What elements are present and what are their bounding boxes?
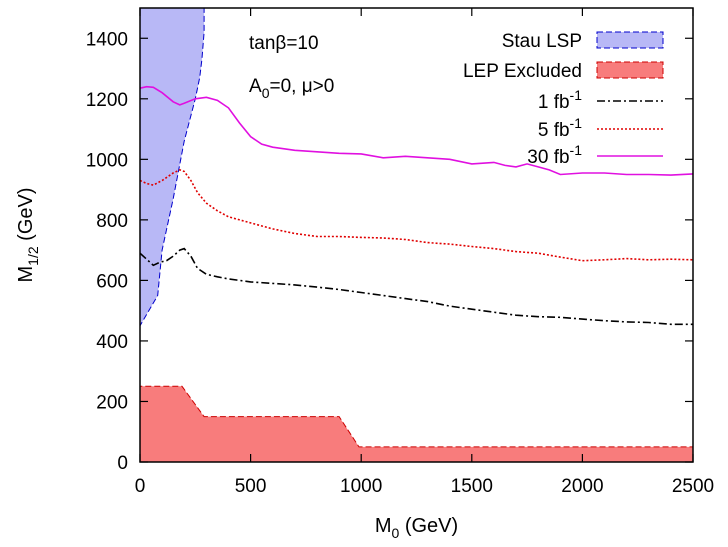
y-tick-label: 1200 (86, 90, 128, 111)
y-tick-label: 600 (96, 271, 128, 292)
annotation-tan-beta: tanβ=10 (249, 33, 319, 54)
legend: Stau LSP LEP Excluded 1 fb-1 5 fb-1 30 f… (463, 31, 664, 168)
x-tick-label: 0 (135, 476, 146, 497)
x-tick-label: 2500 (672, 476, 714, 497)
legend-label-stau-lsp: Stau LSP (502, 31, 582, 52)
lep-excluded-region (139, 385, 694, 463)
y-tick-label: 400 (96, 332, 128, 353)
y-tick-label: 800 (96, 211, 128, 232)
legend-label-1fb: 1 fb-1 (538, 87, 582, 113)
legend-swatch-lep-excluded (596, 61, 664, 79)
series-line-5fb (139, 169, 694, 262)
legend-label-5fb: 5 fb-1 (538, 115, 582, 141)
y-tick-label: 1000 (86, 150, 128, 171)
stau-lsp-region (139, 7, 205, 328)
ticks-layer: 0 500 1000 1500 2000 2500 0 200 400 600 800 1000 120… (86, 8, 714, 497)
y-tick-label: 200 (96, 392, 128, 413)
y-axis-label: M1/2 (GeV) (15, 187, 41, 282)
x-tick-label: 1500 (451, 476, 493, 497)
legend-label-30fb: 30 fb-1 (527, 142, 582, 168)
legend-label-lep-excluded: LEP Excluded (463, 61, 582, 82)
x-tick-label: 1000 (340, 476, 382, 497)
y-tick-label: 1400 (86, 29, 128, 50)
series-line-30fb (139, 85, 694, 176)
x-tick-label: 2000 (561, 476, 603, 497)
series-line-1fb (139, 247, 693, 326)
plot-frame (139, 7, 694, 463)
x-tick-label: 500 (235, 476, 267, 497)
x-axis-label: M0 (GeV) (375, 515, 458, 541)
annotation-a0-mu: A0=0, μ>0 (249, 76, 334, 101)
legend-swatch-stau-lsp (596, 31, 664, 49)
y-tick-label: 0 (117, 453, 128, 474)
series-layer (139, 85, 694, 326)
